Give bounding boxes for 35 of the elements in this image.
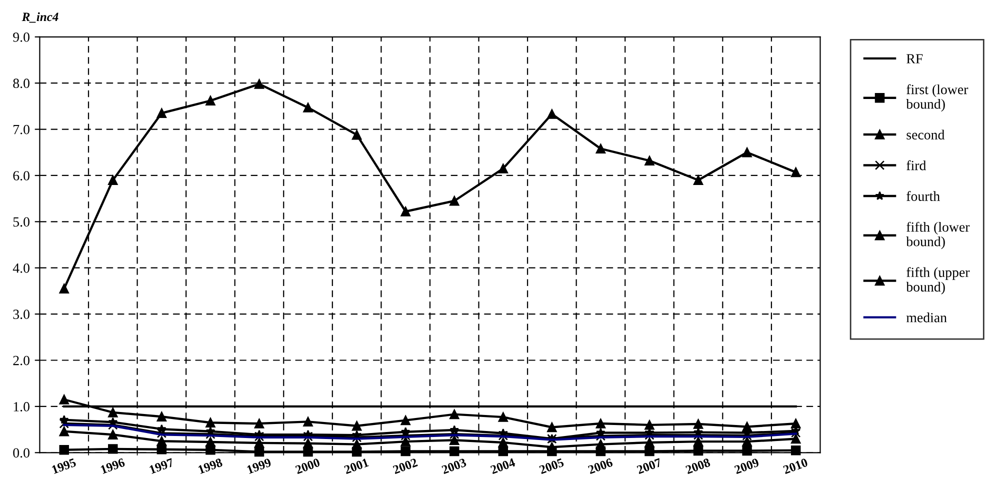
legend-label: fourth <box>906 191 940 201</box>
y-tick-label: 2.0 <box>13 356 30 366</box>
y-tick-label: 5.0 <box>13 217 30 227</box>
x-tick-label: 2010 <box>782 458 808 474</box>
x-tick-label: 1998 <box>198 458 223 474</box>
chart-title: R_inc4 <box>22 12 58 23</box>
x-tick-label: 2009 <box>734 458 760 474</box>
y-tick-label: 1.0 <box>14 402 30 412</box>
x-tick-label: 2007 <box>636 458 662 474</box>
x-tick-label: 2001 <box>344 458 370 474</box>
x-tick-label: 2000 <box>294 458 320 474</box>
x-tick-label: 1996 <box>100 458 126 474</box>
legend-label: RF <box>906 54 923 64</box>
y-tick-label: 6.0 <box>13 171 30 180</box>
legend-label: fird <box>906 160 926 170</box>
x-tick-label: 2004 <box>490 458 516 474</box>
legend-label: fifth (upper bound) <box>906 267 970 294</box>
legend-label: median <box>906 312 947 322</box>
legend-label: second <box>906 130 945 140</box>
legend-label: first (lower bound) <box>906 84 968 112</box>
y-tick-label: 3.0 <box>13 310 30 320</box>
y-tick-label: 7.0 <box>14 124 30 134</box>
y-tick-label: 4.0 <box>12 263 30 273</box>
x-tick-label: 2003 <box>441 458 467 474</box>
x-tick-label: 2005 <box>538 458 564 474</box>
x-tick-label: 2006 <box>588 458 614 474</box>
x-tick-label: 1995 <box>52 458 76 474</box>
legend-label: fifth (lower bound) <box>906 222 970 250</box>
x-tick-label: 2002 <box>392 458 418 474</box>
x-tick-label: 1997 <box>149 458 174 474</box>
y-tick-label: 9.0 <box>13 32 30 42</box>
y-tick-label: 8.0 <box>13 78 30 88</box>
x-tick-label: 2008 <box>685 458 711 474</box>
x-tick-label: 1999 <box>246 458 272 474</box>
y-tick-label: 0.0 <box>13 448 30 458</box>
